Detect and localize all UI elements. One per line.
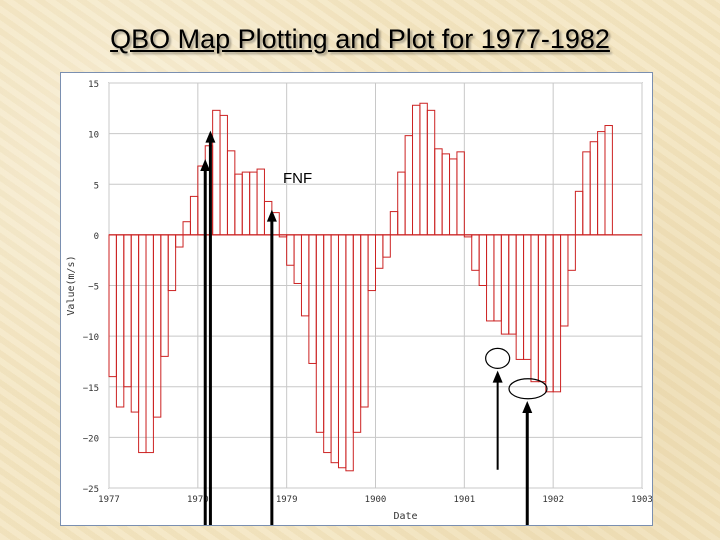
fnf-annotation: FNF [283,170,312,187]
arrow-head [266,209,277,222]
bar [456,151,465,236]
bar [360,234,369,408]
x-tick-label: 1901 [453,495,475,505]
y-tick-label: −15 [83,384,99,394]
bar [175,234,184,248]
bar [560,234,569,327]
x-tick-label: 1970 [187,495,209,505]
bar [382,234,391,258]
y-tick-label: −25 [83,485,99,495]
x-tick-label: 1977 [98,495,120,505]
arrow-head [492,370,503,383]
bar [160,234,169,357]
highlight-ellipse [508,378,548,400]
x-tick-label: 1979 [276,495,298,505]
y-tick-label: 0 [94,232,99,242]
highlight-ellipse [485,347,511,369]
y-tick-label: −10 [83,333,99,343]
arrow-head [200,158,211,171]
x-axis-label: Date [393,511,417,522]
y-tick-label: 5 [94,181,99,191]
x-tick-label: 1903 [631,495,652,505]
y-tick-label: −20 [83,434,99,444]
y-tick-label: 10 [88,131,99,141]
bar [167,234,177,292]
y-axis-label: Value(m/s) [66,255,77,315]
chart-panel: 15 10 5 0 −5 −10 −15 −20 −25 1977 1970 1979 1900 1901… [60,72,653,526]
y-tick-label: −5 [88,283,99,293]
bar [604,125,613,236]
x-tick-label: 1900 [365,495,387,505]
arrow-head [205,130,216,143]
arrow-head [522,400,533,413]
x-tick-label: 1902 [542,495,564,505]
bar [567,234,576,271]
slide-title: QBO Map Plotting and Plot for 1977-1982 [110,24,610,54]
y-tick-label: 15 [88,80,99,90]
